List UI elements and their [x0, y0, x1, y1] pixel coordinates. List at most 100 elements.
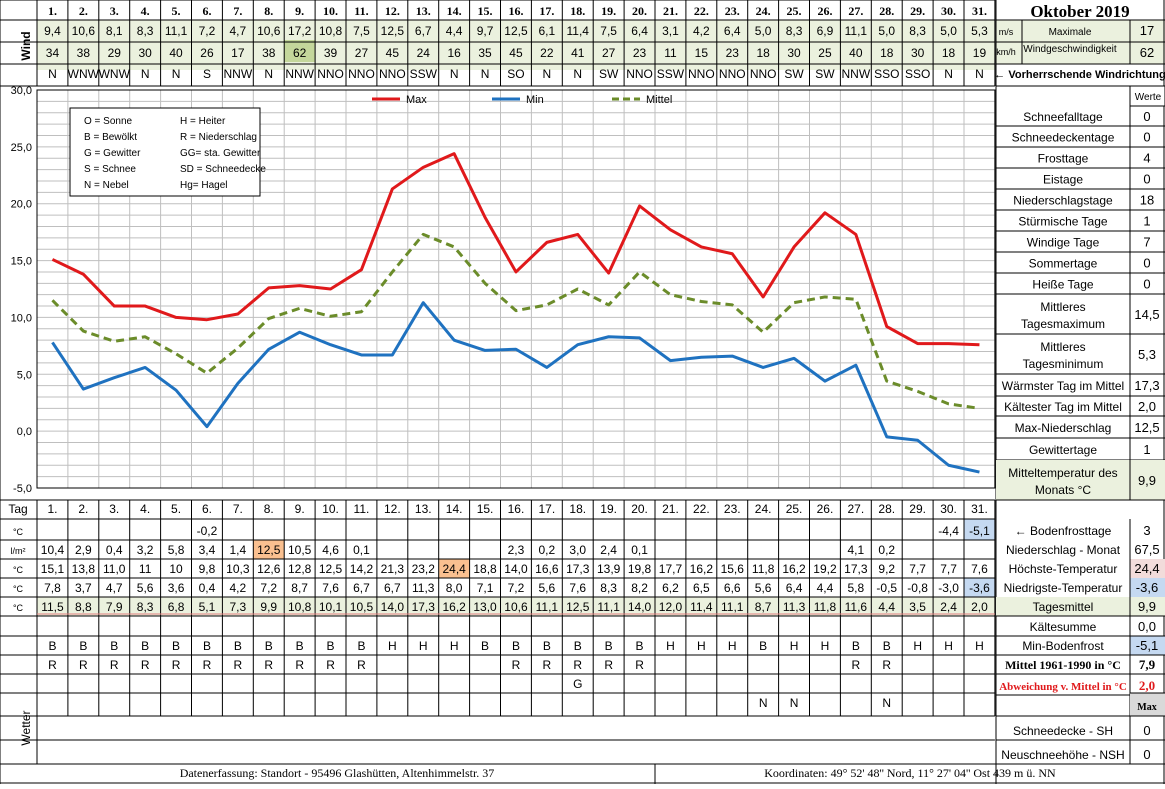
stat-label: Tagesminimum — [1023, 357, 1104, 371]
cell-value: 15,6 — [721, 562, 745, 576]
extra-label: Abweichung v. Mittel in °C — [999, 681, 1127, 693]
wind-ms-value: 5,0 — [940, 24, 957, 38]
day-number: 6. — [202, 4, 211, 18]
cell-value: 13,0 — [473, 600, 497, 614]
weather-code: B — [296, 639, 304, 653]
day-number: 18. — [570, 4, 585, 18]
wind-ms-value: 9,4 — [44, 24, 61, 38]
row-summary-value: -3,6 — [1136, 580, 1158, 595]
day-number: 28. — [879, 4, 894, 18]
cell-value: 11,1 — [597, 600, 620, 614]
wind-kmh-value: 34 — [46, 46, 60, 60]
wind-ms-value: 7,5 — [600, 24, 617, 38]
weather-code: B — [79, 639, 87, 653]
row-unit: °C — [13, 527, 24, 537]
wind-kmh-value: 24 — [417, 46, 431, 60]
wind-kmh-value: 35 — [478, 46, 492, 60]
unit-kmh: km/h — [996, 47, 1016, 57]
day-number: 30. — [940, 502, 957, 516]
weather-code: N — [790, 696, 799, 710]
day-number: 20. — [631, 502, 648, 516]
y-tick-label: 15,0 — [11, 256, 32, 268]
cell-value: 7,6 — [322, 581, 339, 595]
row-summary-label: Tagesmittel — [1033, 600, 1094, 614]
stat-value: 14,5 — [1134, 307, 1159, 322]
wind-label: Wind — [19, 31, 33, 60]
wind-direction-value: N — [944, 67, 953, 81]
wind-direction-value: NNO — [719, 67, 746, 81]
wind-ms-value: 8,3 — [786, 24, 803, 38]
cell-value: 9,8 — [199, 562, 216, 576]
wind-direction-value: N — [450, 67, 459, 81]
day-number: 25. — [786, 502, 803, 516]
stat-value: 12,5 — [1134, 420, 1159, 435]
cell-value: 15,1 — [41, 562, 65, 576]
weather-code: G — [573, 677, 582, 691]
wind-direction-value: SSO — [874, 67, 899, 81]
cell-value: 17,3 — [412, 600, 436, 614]
row-summary-label: Höchste-Temperatur — [1009, 562, 1118, 576]
cell-value: 11,3 — [783, 600, 806, 614]
stat-value: 0 — [1143, 277, 1150, 292]
weather-code: B — [512, 639, 520, 653]
wind-kmh-value: 19 — [973, 46, 987, 60]
day-number: 17. — [539, 4, 554, 18]
stat-label: Frosttage — [1038, 152, 1089, 166]
weather-code: B — [203, 639, 211, 653]
weather-code: B — [327, 639, 335, 653]
cell-value: 3,7 — [75, 581, 92, 595]
weather-code: R — [604, 658, 613, 672]
cell-value: 4,6 — [322, 543, 339, 557]
day-number: 27. — [848, 4, 863, 18]
y-tick-label: 20,0 — [11, 199, 32, 211]
cell-value: 12,6 — [257, 562, 281, 576]
day-number: 26. — [817, 502, 834, 516]
day-number: 22. — [693, 502, 710, 516]
cell-value: 17,3 — [844, 562, 868, 576]
row-unit: °C — [13, 603, 24, 613]
cell-value: 17,7 — [659, 562, 683, 576]
cell-value: 9,2 — [878, 562, 895, 576]
cell-value: 7,9 — [106, 600, 123, 614]
wind-direction-value: NNW — [224, 67, 253, 81]
weather-code: B — [357, 639, 365, 653]
stat-label: Wärmster Tag im Mittel — [1002, 379, 1124, 393]
wind-direction-value: NNO — [317, 67, 344, 81]
day-number: 10. — [323, 4, 338, 18]
weather-code: B — [172, 639, 180, 653]
cell-value: 10,1 — [319, 600, 343, 614]
cell-value: 12,5 — [257, 543, 281, 557]
weather-code: R — [326, 658, 335, 672]
weather-code: B — [481, 639, 489, 653]
cell-value: 3,2 — [137, 543, 154, 557]
day-number: 22. — [694, 4, 709, 18]
cell-value: 0,1 — [631, 543, 648, 557]
wind-direction-value: SW — [599, 67, 619, 81]
cell-value: 8,7 — [755, 600, 772, 614]
stat-value: 7 — [1143, 235, 1150, 250]
wind-direction-value: N — [573, 67, 582, 81]
day-number: 2. — [78, 502, 88, 516]
day-number: 11. — [354, 4, 368, 18]
weather-code: H — [944, 639, 953, 653]
day-number: 21. — [663, 4, 678, 18]
day-number: 16. — [508, 502, 525, 516]
cell-value: 6,5 — [693, 581, 710, 595]
wind-kmh-value: 27 — [355, 46, 369, 60]
day-number: 7. — [233, 502, 243, 516]
wind-ms-value: 4,2 — [693, 24, 710, 38]
cell-value: 0,2 — [878, 543, 895, 557]
weather-code: N — [759, 696, 768, 710]
weather-code: B — [48, 639, 56, 653]
y-tick-label: 25,0 — [11, 142, 32, 154]
wind-ms-value: 3,1 — [662, 24, 679, 38]
cell-value: 21,3 — [381, 562, 405, 576]
cell-value: 3,5 — [909, 600, 926, 614]
wind-direction-value: NNO — [688, 67, 715, 81]
extra-label: Kältesumme — [1030, 620, 1097, 634]
stat-value: 0 — [1143, 172, 1150, 187]
footer-left: Datenerfassung: Standort - 95496 Glashüt… — [180, 766, 495, 780]
cell-value: 8,3 — [137, 600, 154, 614]
wind-direction-value: NNO — [626, 67, 653, 81]
cell-value: 5,6 — [539, 581, 556, 595]
